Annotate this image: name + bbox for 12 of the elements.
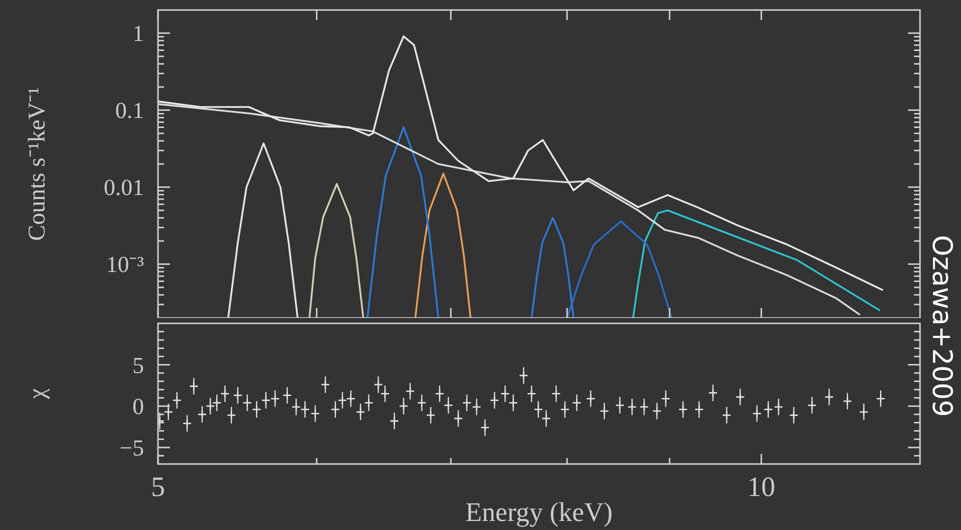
y-tick-label: 0	[132, 394, 144, 420]
y-tick-label: 1	[132, 21, 144, 46]
text: Ozawa+2009	[926, 235, 957, 417]
y-axis-title: χ	[24, 388, 51, 400]
y-axis-title: Counts s⁻¹keV⁻¹	[24, 87, 51, 241]
x-axis-title: Energy (keV)	[465, 496, 613, 527]
y-tick-label: 0.01	[104, 175, 144, 200]
y-tick-label: 10⁻³	[106, 252, 144, 278]
x-tick-label: 10	[747, 472, 776, 503]
y-tick-label: −5	[120, 435, 144, 460]
y-tick-label: 0.1	[115, 98, 144, 124]
y-tick-label: 5	[132, 352, 144, 378]
